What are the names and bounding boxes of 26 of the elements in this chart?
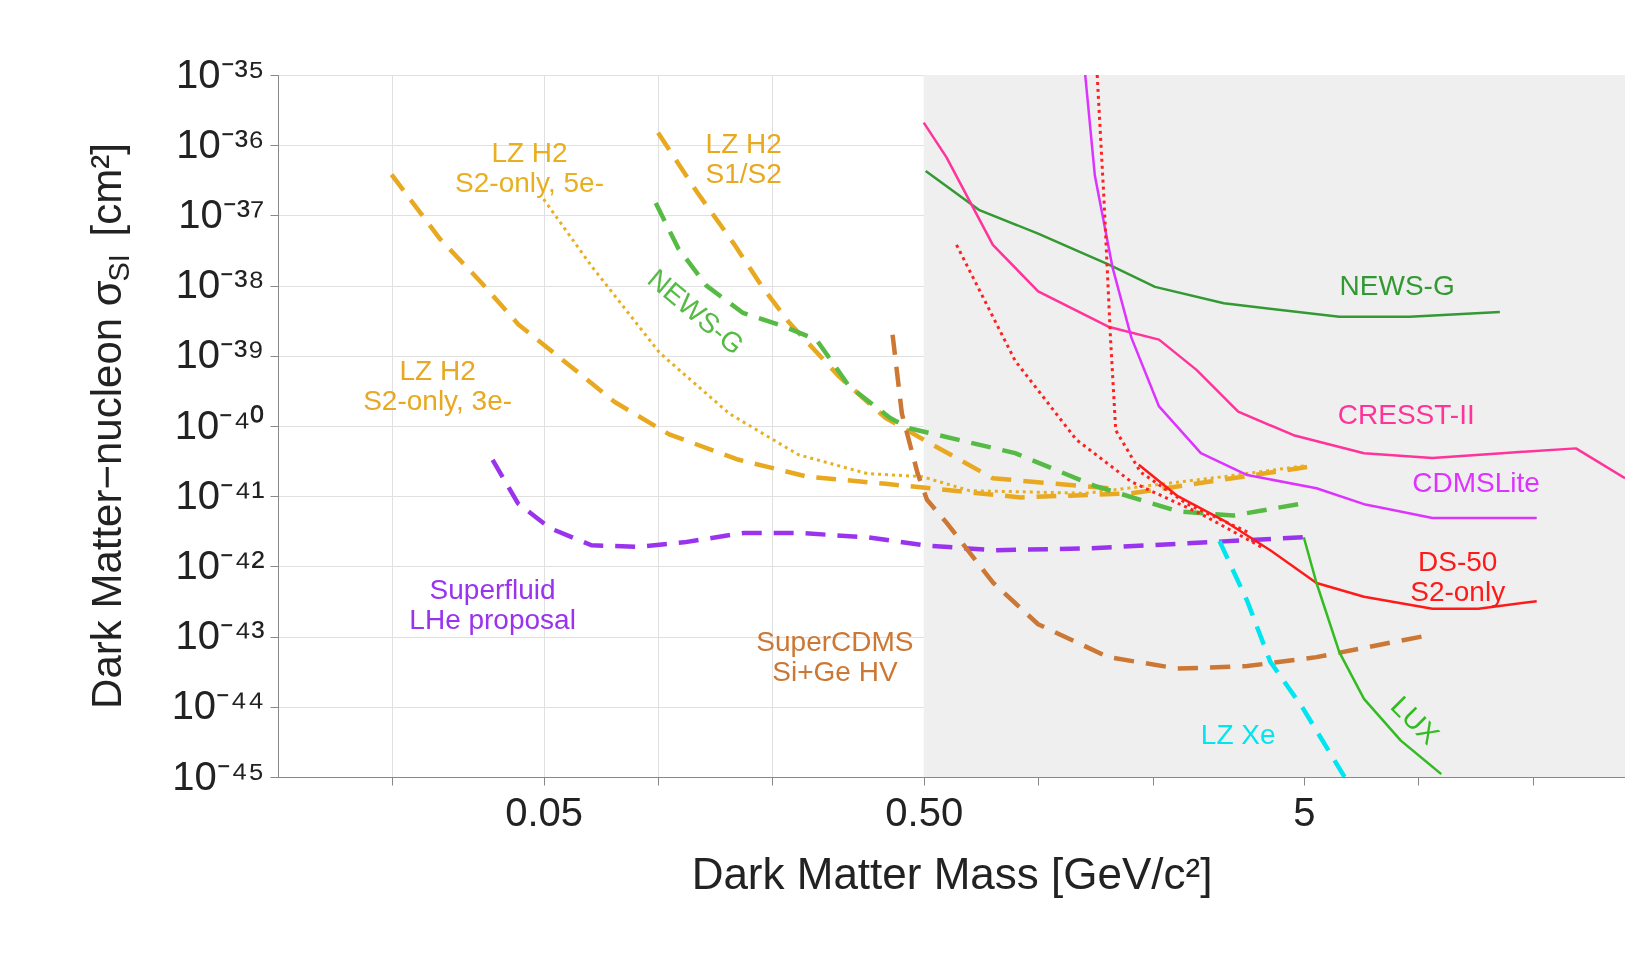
- series-label: LZ Xe: [1200, 718, 1276, 750]
- series-label: LZ H2 S2-only, 3e-: [363, 355, 513, 417]
- y-tick-label: 10⁻⁴³: [175, 613, 265, 658]
- x-axis-title: Dark Matter Mass [GeV/c²]: [691, 848, 1213, 898]
- series-label: LZ H2 S1/S2: [705, 128, 782, 190]
- y-tick-label: 10⁻⁴⁴: [171, 683, 265, 728]
- y-axis-title: Dark Matter−nucleon σSI [cm²]: [83, 143, 135, 709]
- series-label: CDMSLite: [1412, 466, 1540, 498]
- y-tick-label: 10⁻⁴⁵: [172, 753, 265, 798]
- y-tick-label: 10⁻³⁷: [178, 191, 265, 236]
- y-tick-label: 10⁻³⁸: [175, 262, 265, 307]
- x-tick-label: 0.50: [885, 789, 964, 834]
- series-label: NEWS-G: [1339, 270, 1455, 302]
- series-label: CRESST-II: [1337, 398, 1475, 430]
- y-tick-label: 10⁻³⁶: [176, 121, 265, 166]
- series-label: LZ H2 S2-only, 5e-: [455, 137, 604, 199]
- y-tick-label: 10⁻³⁹: [175, 332, 265, 377]
- series-label: DS-50 S2-only: [1410, 546, 1506, 608]
- text: SuperCDMS Si+Ge HV: [756, 626, 914, 688]
- y-tick-label: 10⁻³⁵: [176, 51, 265, 96]
- series-label: Superfluid LHe proposal: [409, 573, 576, 635]
- y-tick-label: 10⁻⁴¹: [175, 472, 265, 517]
- x-tick-label: 0.05: [505, 789, 584, 834]
- y-tick-label: 10⁻⁴⁰: [174, 402, 265, 447]
- y-tick-label: 10⁻⁴²: [175, 542, 265, 587]
- x-tick-label: 5: [1293, 789, 1316, 834]
